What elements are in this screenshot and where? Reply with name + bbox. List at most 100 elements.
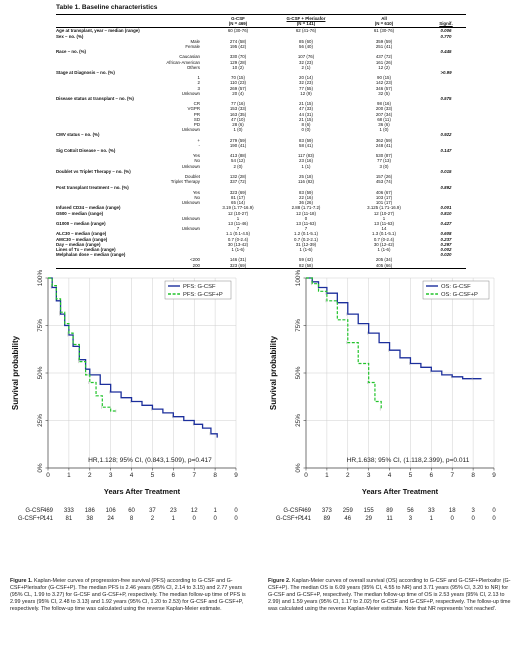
table-row: Sig CoExit Disease – no. (%) 0.147 — [56, 148, 466, 153]
km-curve-gcsf — [48, 277, 218, 438]
row-label: Unknown — [181, 127, 200, 133]
value-cell: 3.125 (1.71-16.9) — [367, 205, 401, 211]
p-value-cell: 0.608 — [440, 231, 452, 237]
value-cell: 25 (18) — [299, 174, 313, 180]
value-cell: 0.7 (0-2.4) — [227, 236, 249, 242]
table-row: Lines of Tx – median (range) 1 (1-6) 1 (1-… — [56, 247, 466, 252]
value-cell: 153 (33) — [229, 106, 247, 112]
row-label: Melphalan dose – median (range) — [56, 252, 126, 258]
value-cell: 346 (57) — [375, 85, 393, 91]
y-tick-label: 25% — [37, 414, 44, 427]
pfs-km-figure: 0 1 2 3 4 5 6 7 8 9 0% 25% 50% 75% 100% Survival probab… — [8, 264, 254, 564]
value-cell: 82 (58) — [270, 262, 342, 269]
y-tick-label: 25% — [295, 414, 302, 427]
risk-table-count: 141 — [43, 516, 54, 522]
row-label: Triplet Therapy — [170, 179, 200, 185]
risk-table-count: 0 — [213, 516, 217, 522]
table-row: Disease status at transplant – no. (%) 0.… — [56, 96, 466, 101]
risk-table-count: 12 — [191, 508, 198, 514]
row-label: Day – median (range) — [56, 241, 101, 247]
value-cell: 110 (23) — [229, 80, 247, 86]
p-value-cell: 0.020 — [440, 252, 452, 258]
value-cell: 54 (12) — [231, 158, 245, 164]
y-tick-label: 0% — [295, 463, 302, 473]
value-cell: 7 — [304, 226, 308, 232]
value-cell: 47 (10) — [231, 116, 245, 122]
row-label: <200 — [190, 257, 200, 263]
risk-table-count: 469 — [43, 508, 54, 514]
header-gcsf-plerixafor: G-CSF + Plerixafor (N = 141) — [270, 13, 342, 29]
table-row: G500 – median (range) 12 (10-27) 12 (11-18… — [56, 211, 466, 216]
row-label: Infused CD34 – median (range) — [56, 205, 121, 211]
value-cell: 1 — [382, 215, 386, 221]
row-label: Stage at Diagnosis – no. (%) — [56, 70, 115, 76]
row-label: Sex – no. (%) — [56, 33, 84, 39]
table-row: Post transplant treatment – no. (%) 0.892 — [56, 185, 466, 190]
x-tick-label: 7 — [192, 472, 196, 479]
p-value-cell: 0.001 — [440, 205, 452, 211]
table-header-row: G-CSF (N = 469) G-CSF + Plerixafor (N = 14… — [56, 13, 466, 29]
risk-table-count: 1 — [430, 516, 434, 522]
table-row: Yes 323 (69) 83 (59) 406 (67) — [56, 190, 466, 195]
row-label: Caucasian — [179, 54, 200, 60]
value-cell: 1 — [236, 215, 240, 221]
value-cell: 21 (15) — [299, 116, 313, 122]
km-curve-gcsf-p — [306, 277, 382, 410]
row-label: Unknown — [181, 200, 200, 206]
value-cell: 36 (26) — [299, 200, 313, 206]
y-tick-label: 75% — [295, 319, 302, 332]
value-cell: 83 (59) — [299, 137, 313, 143]
table-row: +279 (59) 83 (59) 362 (59) — [56, 138, 466, 143]
value-cell: 13 (11-46) — [228, 220, 248, 226]
risk-table-count: 333 — [64, 508, 75, 514]
row-label: 200 — [56, 262, 206, 269]
value-cell: 12 (10-27) — [227, 210, 249, 216]
x-tick-label: 4 — [130, 472, 134, 479]
risk-table-count: 60 — [128, 508, 135, 514]
table-row: Unknown 7 7 14 — [56, 226, 466, 231]
table-row: AMC30 – median (range) 0.7 (0-2.4) 0.7 (0.… — [56, 237, 466, 242]
y-axis-label: Survival probability — [11, 335, 20, 410]
value-cell: 58 (41) — [299, 142, 313, 148]
p-value-cell: 0.810 — [440, 210, 452, 216]
row-label: Unknown — [181, 163, 200, 169]
table-row: Yes 413 (88) 117 (83) 530 (87) — [56, 153, 466, 158]
value-cell: 103 (17) — [375, 194, 393, 200]
risk-table-count: 0 — [451, 516, 455, 522]
risk-table-count: 18 — [449, 508, 456, 514]
legend-label: OS: G-CSF+P — [441, 292, 478, 298]
risk-table-count: 56 — [407, 508, 414, 514]
x-axis-label: Years After Treatment — [362, 487, 439, 496]
value-cell: 279 (59) — [229, 137, 247, 143]
p-value-cell: 0.006 — [440, 28, 452, 34]
row-label: African-American — [166, 59, 200, 65]
value-cell: 1.1 (0.1-4.5) — [226, 231, 250, 237]
value-cell: 2 (0) — [233, 163, 243, 169]
value-cell: 77 (16) — [231, 101, 245, 107]
value-cell: 22 (16) — [299, 194, 313, 200]
table-row: - 190 (41) 58 (41) 248 (41) — [56, 143, 466, 148]
row-label: PD — [193, 122, 200, 128]
table-row: 200 323 (69) 82 (58) 405 (66) — [56, 262, 466, 269]
p-value-cell: 0.237 — [440, 236, 452, 242]
table-row: 1 70 (15) 20 (14) 90 (15) — [56, 75, 466, 80]
table-row: Unknown 1 (0) 0 (0) 1 (0) — [56, 127, 466, 132]
header-gcsf: G-CSF (N = 469) — [206, 13, 270, 29]
row-label: 1 — [197, 75, 200, 81]
risk-table-count: 89 — [386, 508, 393, 514]
table-row: Male 274 (58) 85 (60) 359 (59) — [56, 39, 466, 44]
x-tick-label: 9 — [492, 472, 496, 479]
value-cell: 12 (11-18) — [296, 210, 316, 216]
table-row: Doublet 132 (28) 25 (18) 157 (26) — [56, 174, 466, 179]
value-cell: 274 (58) — [229, 38, 247, 44]
value-cell: 107 (76) — [297, 54, 315, 60]
value-cell: 251 (41) — [375, 44, 393, 50]
table-row: ALC30 – median (range) 1.1 (0.1-4.5) 1.2 (… — [56, 231, 466, 236]
value-cell: 56 (40) — [299, 44, 313, 50]
x-tick-label: 3 — [109, 472, 113, 479]
caption-label: Figure 1. — [10, 578, 33, 584]
header-signif: Signif. — [426, 13, 466, 29]
table-row: Melphalan dose – median (range) 0.020 — [56, 252, 466, 257]
y-tick-label: 50% — [295, 366, 302, 379]
x-tick-label: 0 — [304, 472, 308, 479]
